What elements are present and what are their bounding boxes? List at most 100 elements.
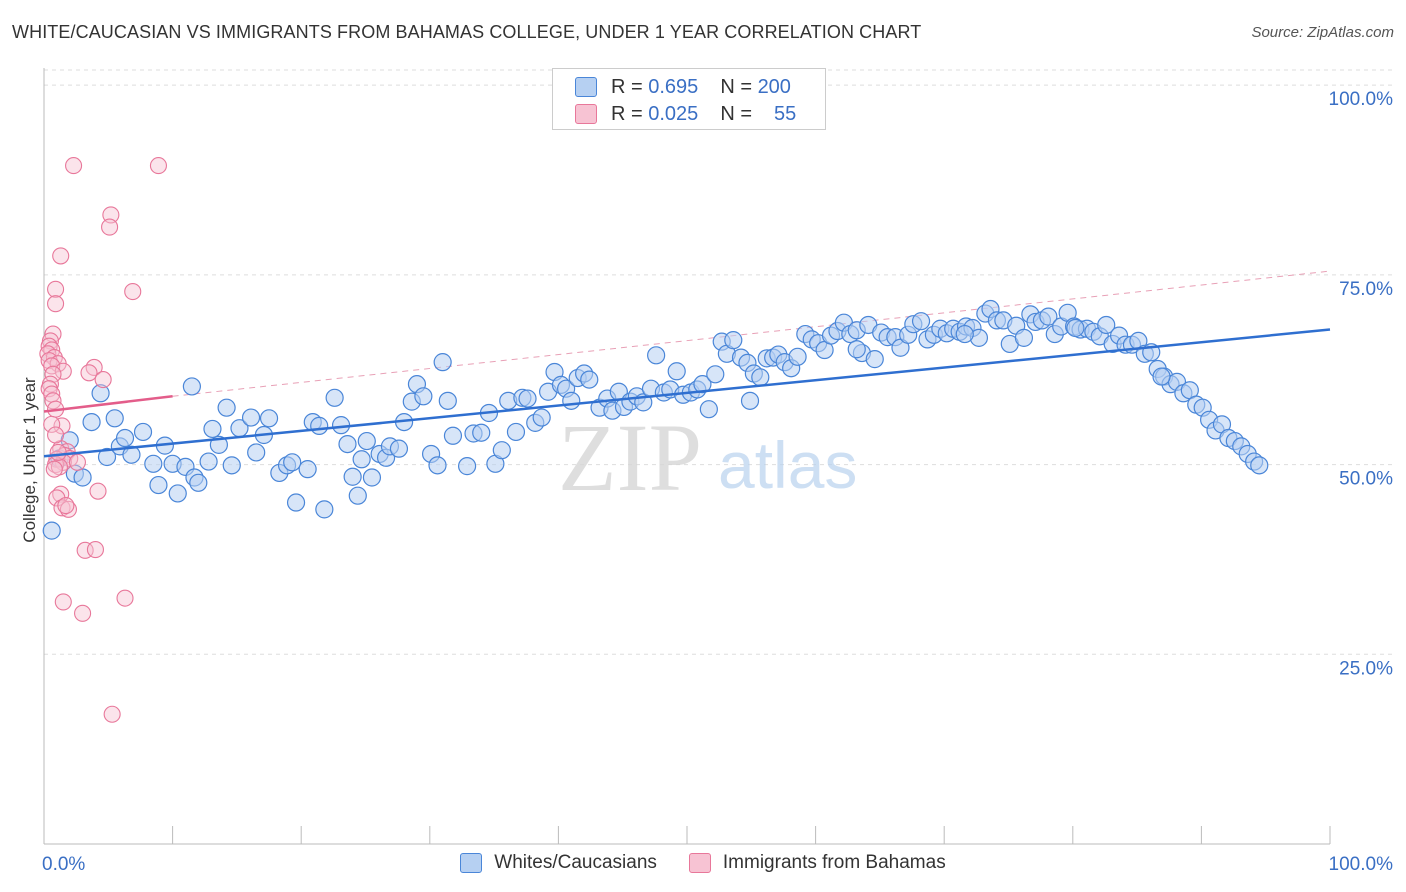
point-whites: [82, 412, 101, 432]
point-whites: [532, 408, 551, 427]
point-whites: [911, 312, 931, 331]
point-whites: [247, 443, 266, 462]
point-whites: [433, 353, 452, 372]
point-whites: [203, 419, 222, 439]
point-whites: [724, 331, 743, 350]
point-bahamas: [54, 593, 72, 611]
point-bahamas: [54, 362, 72, 380]
legend-n-label: N =: [720, 102, 752, 125]
point-whites: [42, 521, 61, 540]
point-whites: [325, 388, 344, 407]
point-whites: [389, 439, 409, 458]
point-whites: [222, 456, 241, 475]
point-bahamas: [103, 705, 121, 723]
legend-r-value: 0.025: [648, 102, 699, 125]
point-whites: [144, 454, 163, 473]
point-whites: [97, 447, 117, 467]
point-bahamas: [86, 541, 104, 559]
point-whites: [168, 484, 187, 503]
point-bahamas: [116, 589, 134, 607]
point-bahamas: [57, 497, 75, 515]
point-bahamas: [43, 415, 61, 433]
point-whites: [133, 422, 153, 442]
point-whites: [362, 468, 382, 487]
point-whites: [443, 426, 463, 445]
x-tick-label: 100.0%: [1329, 854, 1394, 875]
y-tick-label: 75.0%: [1339, 279, 1393, 300]
point-bahamas: [102, 206, 120, 224]
point-bahamas: [41, 332, 59, 350]
point-bahamas: [89, 482, 107, 500]
point-whites: [438, 391, 457, 410]
point-whites: [338, 435, 357, 454]
watermark: ZIP atlas: [558, 404, 857, 511]
trend-lines: [172, 270, 1331, 397]
point-bahamas: [149, 157, 168, 175]
point-whites: [343, 467, 362, 486]
legend-n-value: 200: [757, 75, 791, 98]
point-whites: [283, 453, 302, 472]
legend-item-whites[interactable]: Whites/Caucasians: [460, 852, 657, 874]
point-whites: [73, 468, 92, 487]
legend-row-bahamas: R = 0.025 N = 55: [575, 101, 796, 127]
legend-n-label: N =: [720, 75, 752, 98]
source-label: Source: ZipAtlas.com: [1251, 24, 1394, 41]
point-whites: [699, 400, 718, 419]
point-whites: [751, 368, 770, 387]
point-bahamas: [85, 358, 103, 377]
point-whites: [115, 428, 135, 448]
point-whites: [667, 362, 686, 381]
x-tick-label: 0.0%: [42, 854, 85, 875]
point-whites: [1066, 318, 1085, 338]
point-whites: [182, 377, 201, 396]
point-bahamas: [45, 460, 63, 478]
point-whites: [693, 375, 712, 394]
point-whites: [580, 370, 599, 389]
point-whites: [149, 475, 168, 495]
point-bahamas: [47, 280, 65, 298]
point-whites: [1152, 367, 1171, 386]
tick-labels: 25.0% 50.0% 75.0% 100.0% 0.0% 100.0%: [42, 89, 1393, 875]
legend-label-whites: Whites/Caucasians: [494, 852, 657, 873]
point-whites: [428, 456, 447, 475]
point-whites: [217, 398, 236, 417]
legend-item-bahamas[interactable]: Immigrants from Bahamas: [688, 852, 946, 874]
point-bahamas: [47, 426, 65, 444]
point-whites: [955, 324, 974, 344]
point-bahamas: [94, 371, 112, 389]
point-whites: [457, 457, 477, 476]
point-whites: [788, 347, 807, 366]
point-whites: [352, 450, 371, 469]
dashed-trend-line: [172, 270, 1331, 397]
y-tick-label: 25.0%: [1339, 658, 1393, 679]
series-legend: Whites/Caucasians Immigrants from Bahama…: [0, 852, 1406, 874]
legend-r-label: R =: [611, 102, 643, 125]
point-whites: [740, 391, 760, 410]
legend-label-bahamas: Immigrants from Bahamas: [722, 852, 946, 873]
legend-n-value: 55: [774, 102, 797, 125]
watermark-atlas: atlas: [718, 428, 857, 502]
point-whites: [562, 391, 581, 410]
point-whites: [199, 452, 218, 471]
point-whites: [706, 365, 725, 384]
legend-swatch-whites: [460, 853, 483, 873]
point-whites: [298, 460, 317, 479]
point-whites: [357, 431, 376, 451]
legend-r-value: 0.695: [648, 75, 699, 98]
point-whites: [472, 423, 491, 442]
point-whites: [348, 486, 367, 505]
trend-line-bahamas: [43, 395, 173, 413]
point-bahamas: [49, 443, 67, 461]
legend-row-whites: R = 0.695 N = 200: [575, 74, 791, 100]
point-whites: [492, 441, 511, 460]
point-whites: [310, 416, 329, 435]
data-points: [39, 157, 1331, 723]
legend-swatch-bahamas: [688, 853, 711, 873]
legend-r-label: R =: [611, 75, 643, 98]
y-tick-label: 50.0%: [1339, 469, 1393, 490]
legend-swatch-bahamas: [575, 104, 597, 124]
point-whites: [847, 340, 866, 359]
point-whites: [1039, 307, 1058, 326]
point-whites: [286, 493, 306, 512]
chart-title: WHITE/CAUCASIAN VS IMMIGRANTS FROM BAHAM…: [12, 22, 922, 42]
